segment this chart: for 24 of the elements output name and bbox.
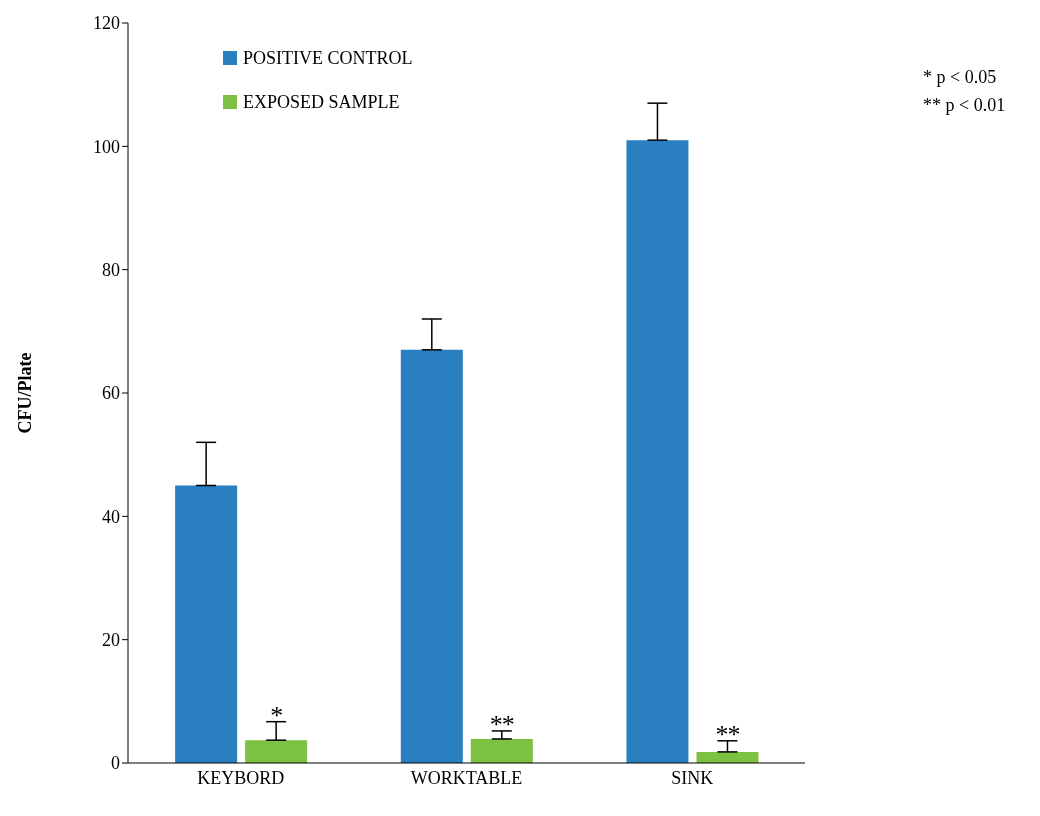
text: * p < 0.05 (923, 66, 998, 89)
legend-label: EXPOSED SAMPLE (243, 91, 400, 114)
annotation: ** (715, 719, 740, 749)
bar (626, 140, 689, 763)
x-tick-label: SINK (671, 767, 714, 788)
y-tick-label: 40 (102, 506, 120, 527)
bar (175, 485, 238, 763)
y-axis-title: CFU/Plate (15, 352, 36, 434)
text: ** p < 0.01 (923, 94, 1006, 117)
annotation: ** (489, 709, 514, 739)
legend-label: POSITIVE CONTROL (243, 47, 413, 70)
bar (696, 751, 759, 763)
y-tick-label: 20 (102, 630, 120, 651)
annotation: * (270, 700, 283, 730)
x-tick-label: KEYBORD (197, 767, 285, 788)
bar (245, 740, 308, 763)
bar (470, 738, 533, 763)
x-tick-label: WORKTABLE (410, 767, 523, 788)
y-tick-label: 0 (111, 753, 120, 774)
y-tick-label: 120 (93, 13, 120, 34)
y-tick-label: 100 (93, 136, 120, 157)
bar (400, 349, 463, 763)
y-tick-label: 80 (102, 260, 120, 281)
y-tick-label: 60 (102, 383, 120, 404)
